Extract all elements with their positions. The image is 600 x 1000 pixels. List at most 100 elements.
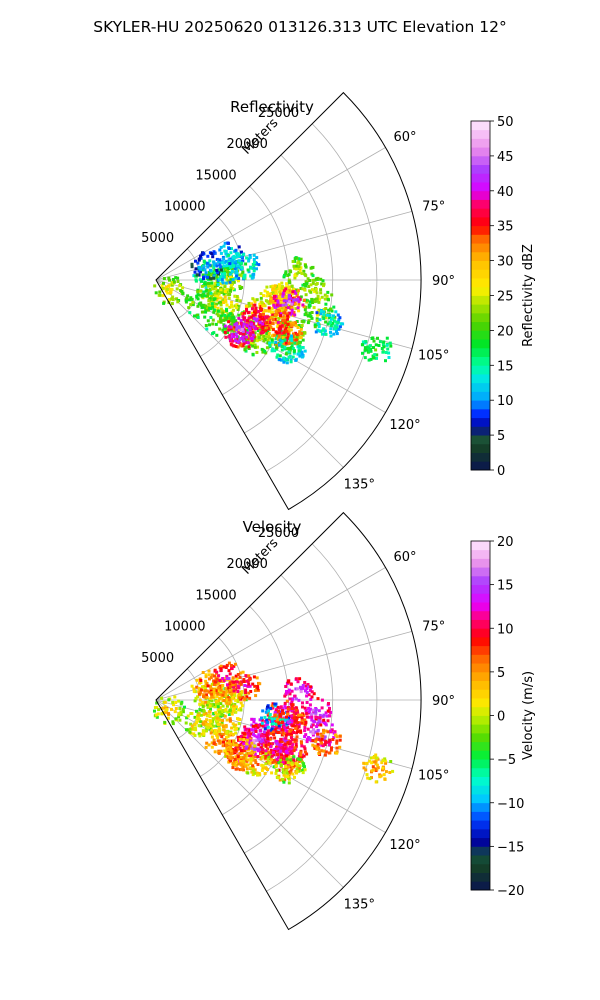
radial-tick-label: 25000 (258, 106, 299, 121)
radial-tick-label: 20000 (227, 557, 268, 572)
echo-cell (273, 707, 305, 737)
echo-cell (314, 309, 345, 338)
sector-frame (155, 91, 422, 511)
colorbar-segment (471, 619, 490, 629)
radial-tick-label: 5000 (141, 651, 174, 666)
colorbar-segment (471, 558, 490, 568)
colorbar-tick-label: 20 (497, 324, 514, 339)
reflectivity-panel: Reflectivity60°75°90°105°120°135°5000100… (141, 91, 536, 511)
colorbar-segment (471, 820, 490, 830)
colorbar-segment (471, 417, 490, 427)
colorbar-tick-label: −5 (497, 753, 516, 768)
radial-tick-label: 20000 (227, 137, 268, 152)
grid-spoke (155, 567, 386, 701)
colorbar-segment (471, 426, 490, 436)
radial-tick-label: 5000 (141, 231, 174, 246)
colorbar-segment (471, 706, 490, 716)
colorbar-segment (471, 610, 490, 620)
sector-frame (155, 511, 422, 931)
colorbar-segment (471, 767, 490, 777)
echo-cell (299, 276, 334, 308)
panel-title: Reflectivity (230, 98, 314, 116)
grid-arc (199, 217, 245, 357)
theta-tick-label: 120° (389, 838, 420, 853)
echo-cell (272, 287, 305, 317)
echo-cell (362, 753, 395, 784)
echo-cell (228, 252, 261, 281)
colorbar-tick-label: 5 (497, 666, 505, 681)
colorbar-tick-label: −20 (497, 884, 524, 899)
echo-cell (272, 755, 307, 785)
theta-tick-label: 105° (418, 768, 449, 783)
echo-cell (228, 670, 262, 702)
grid-spoke (155, 279, 344, 468)
echo-cell (190, 251, 223, 281)
theta-tick-label: 120° (389, 418, 420, 433)
colorbar-segment (471, 636, 490, 647)
colorbar-segment (471, 575, 490, 586)
colorbar-segment (471, 199, 490, 209)
grid-spoke (155, 211, 413, 281)
echo-cell (263, 730, 298, 758)
colorbar-segment (471, 365, 490, 375)
colorbar-tick-label: −15 (497, 840, 524, 855)
figure-title: SKYLER-HU 20250620 013126.313 UTC Elevat… (93, 18, 507, 36)
colorbar-segment (471, 837, 490, 847)
colorbar-segment (471, 138, 490, 148)
colorbar-segment (471, 182, 490, 192)
colorbar-segment (471, 828, 490, 839)
colorbar-segment (471, 584, 490, 594)
colorbar-segment (471, 304, 490, 314)
colorbar-segment (471, 278, 490, 288)
colorbar-tick-label: −10 (497, 797, 524, 812)
colorbar-tick-label: 0 (497, 710, 505, 725)
theta-tick-label: 90° (432, 274, 455, 289)
colorbar-segment (471, 724, 490, 734)
colorbar-segment (471, 374, 490, 384)
colorbar-segment (471, 330, 490, 340)
colorbar: 0 5 10 15 20 25 30 35 40 45 50 Reflectivity dBZ (470, 115, 536, 479)
colorbar-segment (471, 251, 490, 262)
echo-cell (283, 677, 316, 706)
colorbar-segment (471, 382, 490, 392)
echo-cell (311, 728, 342, 757)
colorbar-segment (471, 549, 490, 559)
colorbar-segment (471, 173, 490, 183)
colorbar-segment (471, 628, 490, 638)
velocity-panel: Velocity 60° 75° 90° 105° 120° 135° 5000 10000 15… (141, 511, 536, 931)
echo-cell (223, 316, 257, 346)
colorbar-segment (471, 567, 490, 577)
colorbar-segment (471, 776, 490, 786)
colorbar-segment (471, 802, 490, 812)
colorbar-tick-label: 15 (497, 579, 514, 594)
colorbar: −20 −15 −10 −5 0 5 10 15 20 Velocity (m/s) (470, 535, 536, 899)
colorbar-segment (471, 443, 490, 453)
colorbar-segment (471, 593, 490, 603)
colorbar-tick-label: 50 (497, 115, 514, 130)
colorbar-segment (471, 846, 490, 856)
colorbar-segment (471, 321, 490, 331)
colorbar-segment (471, 286, 490, 296)
colorbar-segment (471, 863, 490, 873)
colorbar-segment (471, 356, 490, 366)
colorbar-segment (471, 295, 490, 305)
colorbar-segment (471, 269, 490, 279)
colorbar-segment (471, 121, 490, 131)
colorbar-segment (471, 855, 490, 865)
colorbar-label: Velocity (m/s) (521, 671, 536, 760)
colorbar-segment (471, 190, 490, 200)
colorbar-segment (471, 147, 490, 157)
theta-tick-label: 135° (344, 477, 375, 492)
echo-cell (184, 289, 217, 319)
colorbar-tick-label: 10 (497, 622, 514, 637)
echo-cell (265, 309, 297, 340)
colorbar-segment (471, 732, 490, 743)
radar-echoes (153, 241, 393, 365)
echo-cell (225, 737, 257, 767)
colorbar-segment (471, 435, 490, 445)
colorbar-segment (471, 339, 490, 349)
colorbar-segment (471, 698, 490, 708)
colorbar-segment (471, 663, 490, 673)
colorbar-tick-label: 20 (497, 535, 514, 550)
